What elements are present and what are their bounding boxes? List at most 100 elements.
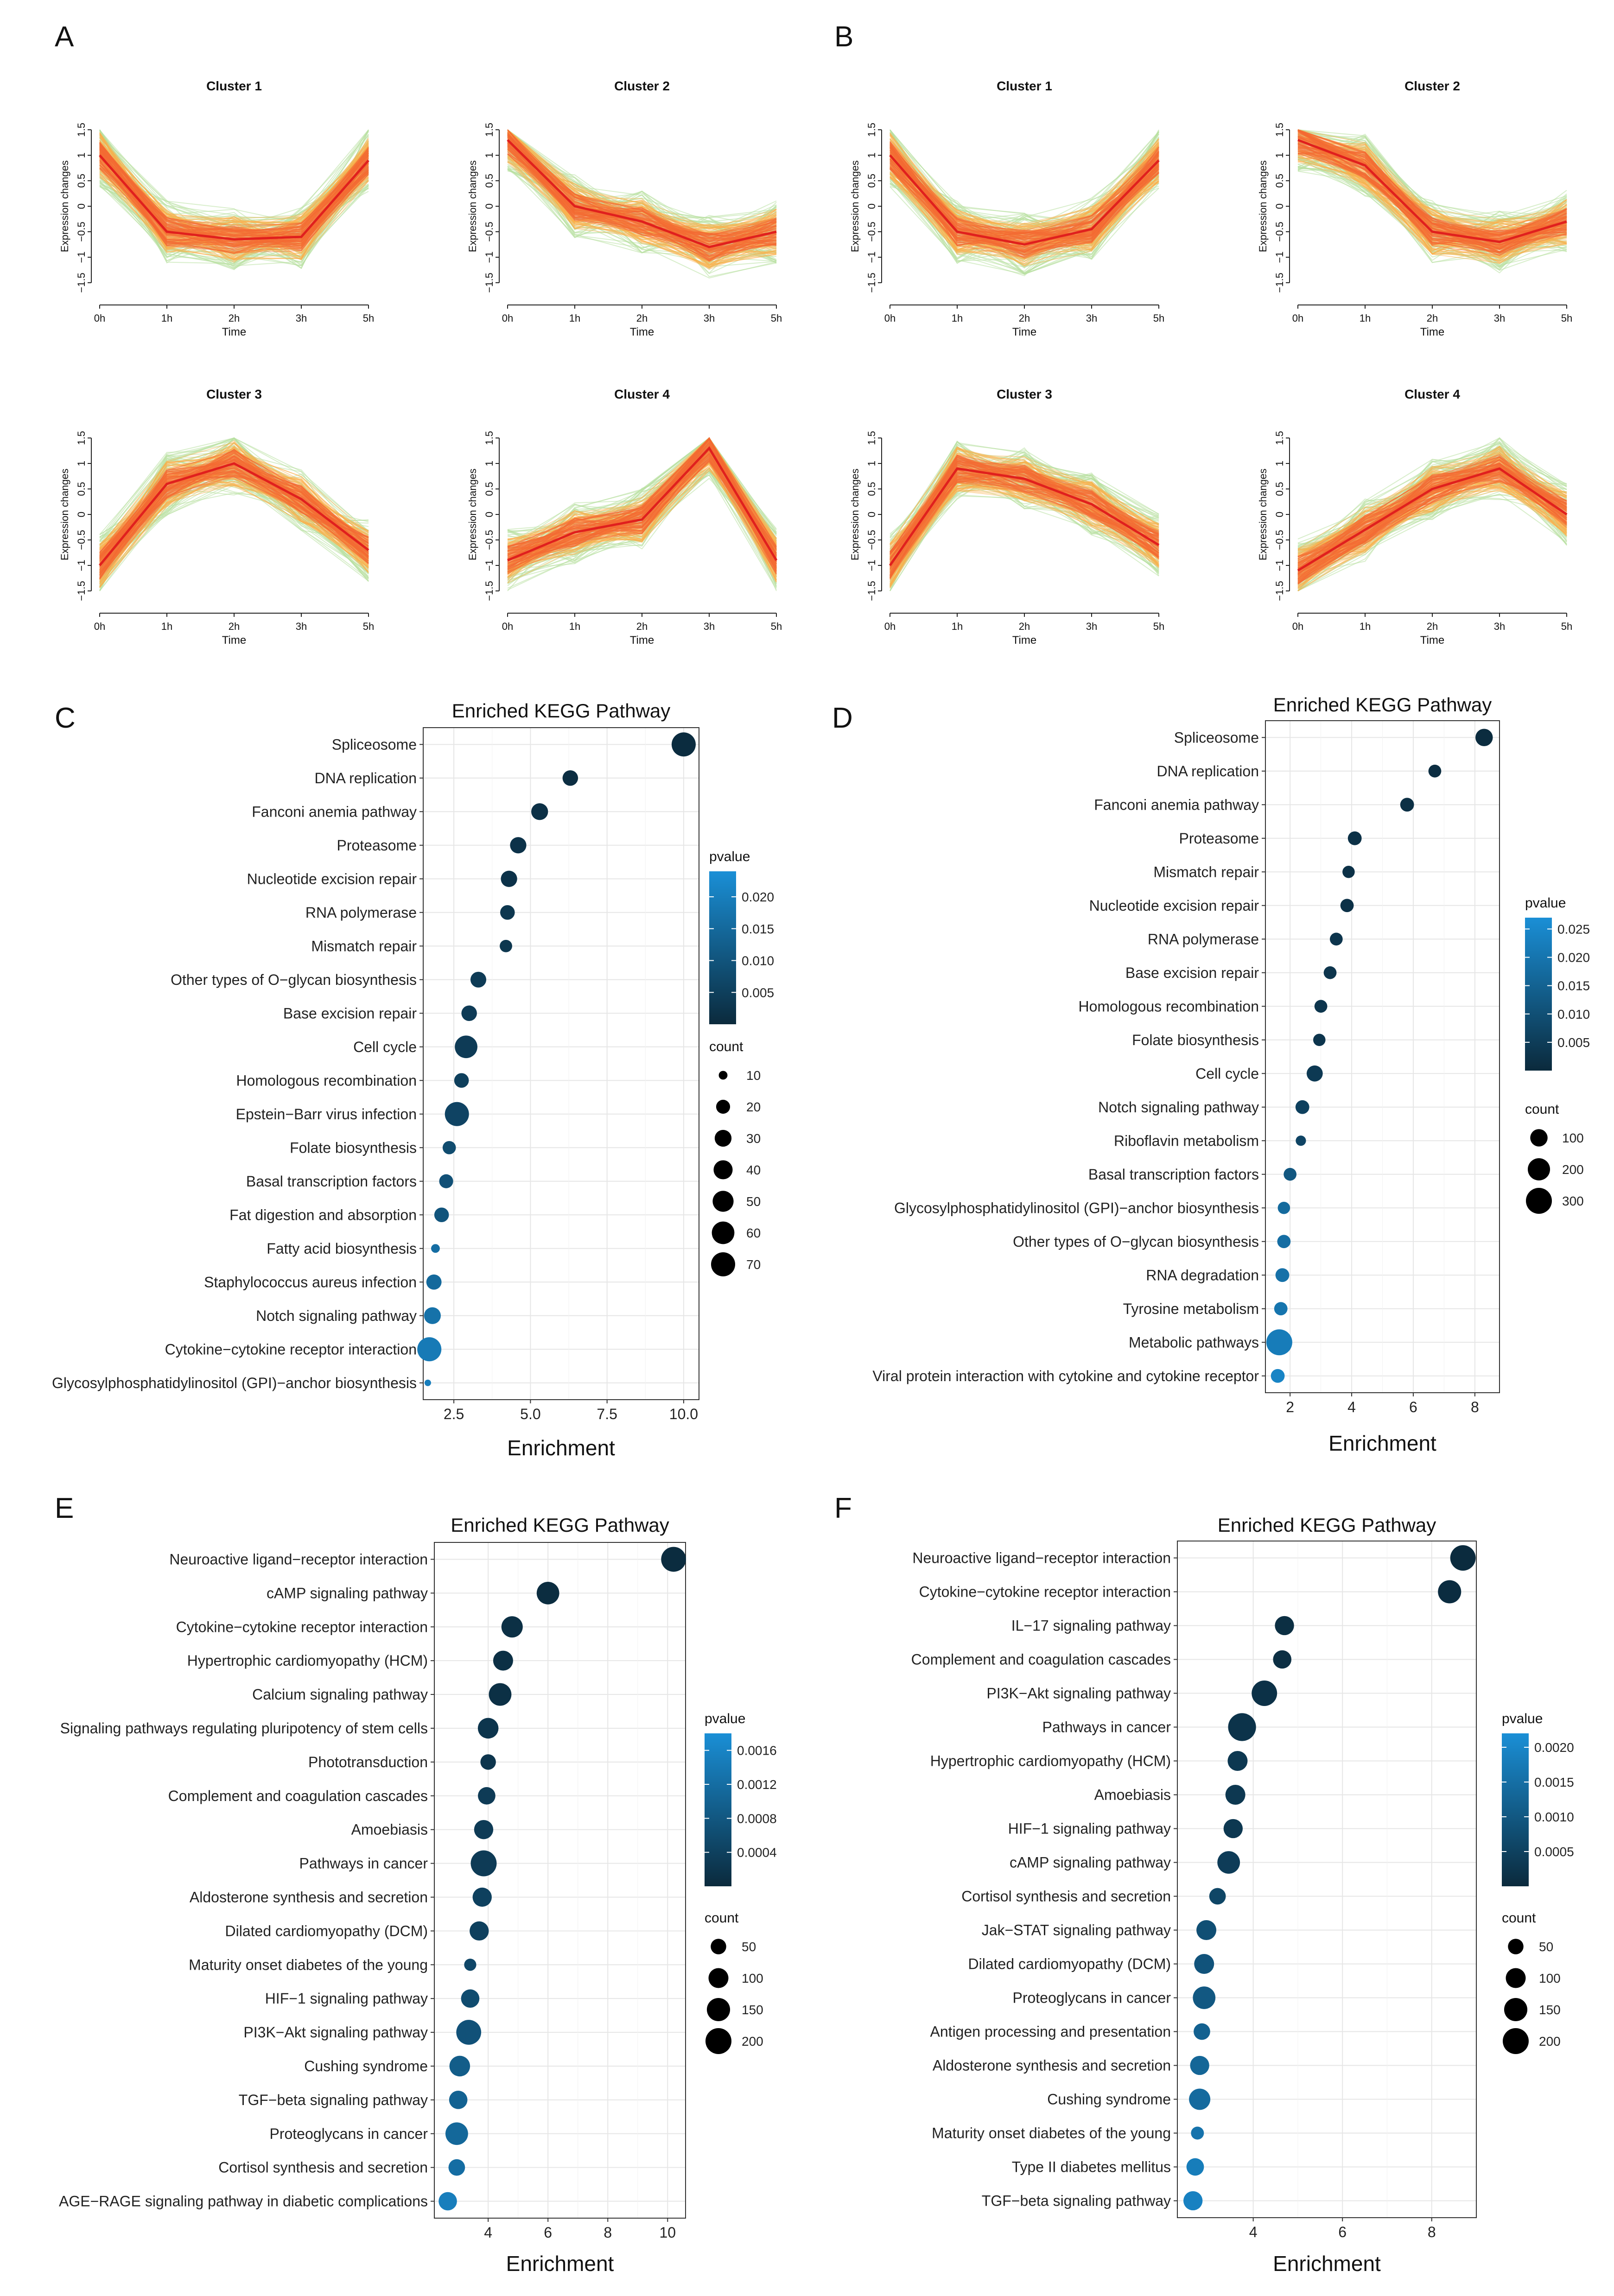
profile-line — [507, 437, 777, 562]
profile-line — [890, 147, 1159, 255]
y-tick-label: 0 — [1274, 203, 1285, 209]
profile-line — [507, 449, 777, 581]
profile-line — [1297, 474, 1567, 586]
profile-line — [890, 143, 1159, 247]
profile-line — [507, 136, 777, 259]
profile-line — [890, 144, 1159, 243]
profile-line — [507, 445, 777, 572]
profile-line — [507, 437, 777, 555]
profile-line — [1297, 466, 1567, 591]
profile-line — [1297, 446, 1567, 582]
pathway-dot — [1296, 1135, 1306, 1146]
pathway-dot — [448, 2159, 465, 2176]
profile-line — [890, 476, 1159, 564]
profile-line — [99, 151, 369, 241]
profile-line — [507, 148, 777, 260]
y-tick-label: −1.5 — [866, 581, 877, 601]
profile-line — [99, 452, 369, 562]
x-tick-label: 0h — [1292, 621, 1303, 632]
profile-line — [99, 450, 369, 561]
profile-line — [1297, 457, 1567, 577]
y-tick-label: 1.5 — [1274, 123, 1285, 137]
profile-line — [890, 457, 1159, 557]
y-tick-label: −0.5 — [1274, 530, 1285, 550]
plot-panel — [423, 727, 699, 1400]
profile-line — [1297, 460, 1567, 574]
profile-line — [890, 452, 1159, 577]
profile-line — [890, 147, 1159, 243]
x-tick-label: 2h — [229, 621, 240, 632]
profile-line — [890, 462, 1159, 554]
x-tick-label: 2h — [1427, 621, 1438, 632]
profile-line — [99, 133, 369, 248]
profile-line — [507, 447, 777, 571]
profile-line — [1297, 438, 1567, 578]
count-legend-label: 100 — [1562, 1131, 1584, 1145]
profile-line — [507, 463, 777, 580]
profile-line — [507, 437, 777, 562]
profile-line — [1297, 472, 1567, 557]
profile-line — [507, 135, 777, 236]
pathway-dot — [489, 1683, 512, 1706]
profile-line — [1297, 456, 1567, 556]
profile-line — [1297, 463, 1567, 570]
pathway-dot — [1223, 1819, 1243, 1839]
profile-line — [99, 147, 369, 246]
pathway-dot — [445, 1102, 469, 1126]
profile-line — [99, 151, 369, 246]
profile-line — [1297, 135, 1567, 245]
profile-line — [507, 444, 777, 575]
y-tick-label: 1.5 — [76, 431, 87, 445]
profile-line — [507, 451, 777, 585]
profile-line — [99, 149, 369, 239]
profile-line — [1297, 490, 1567, 584]
profile-line — [99, 141, 369, 250]
profile-line — [507, 129, 777, 241]
profile-line — [507, 135, 777, 241]
profile-line — [890, 162, 1159, 239]
pathway-dot — [562, 770, 578, 786]
x-tick-label: 2h — [1019, 621, 1030, 632]
pathway-label: Mismatch repair — [311, 938, 417, 954]
profile-line — [99, 153, 369, 248]
profile-line — [1297, 476, 1567, 572]
profile-line — [507, 438, 777, 572]
profile-line — [890, 147, 1159, 248]
profile-line — [99, 458, 369, 572]
pathway-dot — [461, 1989, 480, 2008]
profile-line — [890, 473, 1159, 577]
profile-line — [99, 469, 369, 578]
profile-line — [890, 149, 1159, 253]
profile-line — [890, 139, 1159, 237]
profile-line — [99, 452, 369, 570]
profile-line — [890, 458, 1159, 566]
profile-line — [890, 165, 1159, 228]
profile-line — [99, 451, 369, 587]
y-tick-label: 1 — [866, 461, 877, 466]
profile-line — [507, 451, 777, 583]
profile-line — [507, 142, 777, 229]
profile-line — [99, 150, 369, 247]
profile-line — [1297, 129, 1567, 246]
profile-line — [1297, 474, 1567, 578]
profile-line — [99, 475, 369, 557]
pathway-dot — [1193, 1986, 1216, 2009]
profile-line — [890, 461, 1159, 577]
profile-line — [890, 475, 1159, 576]
profile-line — [1297, 464, 1567, 562]
profile-line — [507, 133, 777, 249]
profile-line — [99, 143, 369, 246]
plot-panel — [434, 1542, 686, 2219]
profile-line — [507, 134, 777, 243]
profile-line — [1297, 467, 1567, 565]
profile-line — [890, 463, 1159, 560]
profile-line — [507, 438, 777, 562]
profile-line — [1297, 157, 1567, 262]
colorbar-tick-label: 0.0004 — [737, 1846, 777, 1860]
profile-line — [99, 145, 369, 248]
profile-line — [890, 455, 1159, 574]
profile-line — [507, 458, 777, 571]
profile-line — [1297, 477, 1567, 550]
